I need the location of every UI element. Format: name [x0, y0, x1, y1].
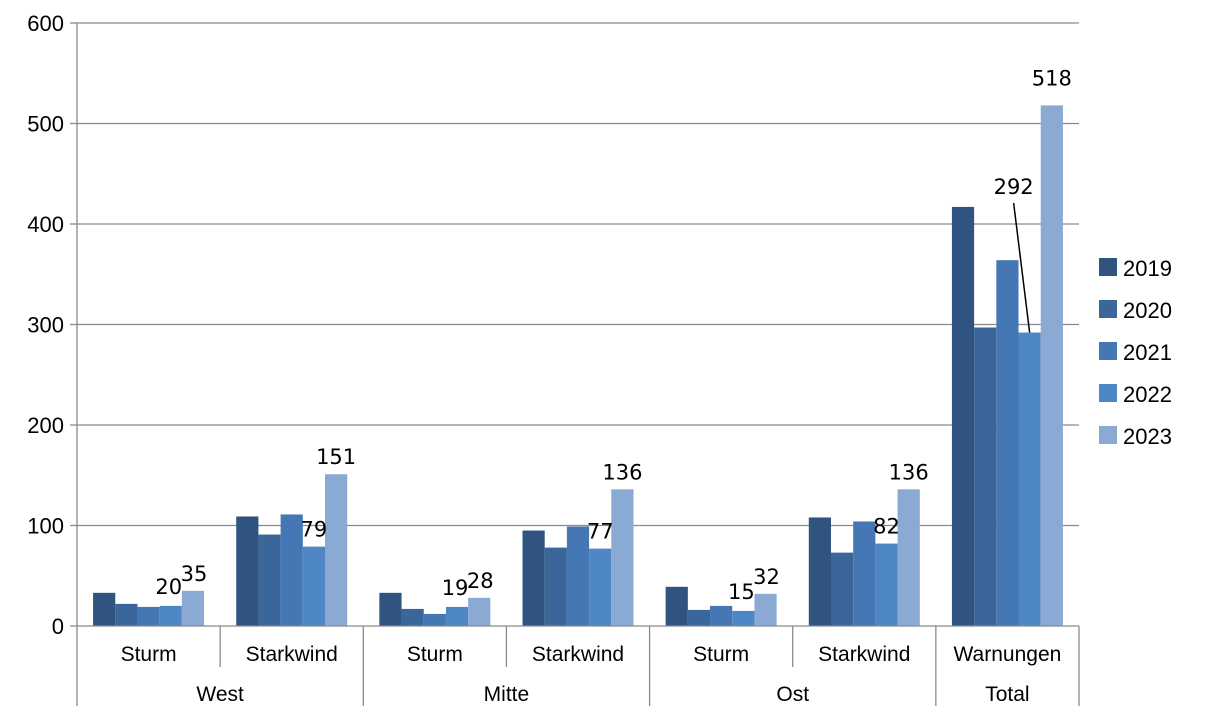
bar-2019-5 [808, 517, 831, 626]
category-label: Sturm [121, 643, 177, 666]
bar-2020-4 [687, 609, 711, 626]
data-label: 292 [994, 175, 1034, 199]
bar-2022-6 [1018, 332, 1041, 626]
bar-2023-4 [754, 593, 777, 626]
bar-2020-0 [115, 603, 138, 626]
bar-2019-1 [236, 516, 259, 626]
group-label: Total [985, 683, 1029, 706]
y-tick-label: 600 [27, 11, 64, 36]
data-label: 35 [181, 562, 208, 586]
bar-2020-2 [401, 608, 424, 626]
bar-2021-5 [853, 521, 876, 626]
bar-2023-1 [325, 474, 348, 626]
data-label: 79 [301, 518, 328, 542]
category-label: Sturm [693, 643, 749, 666]
bar-2023-0 [181, 590, 205, 626]
legend: 2019 2020 2021 2022 2023 [1099, 256, 1172, 449]
data-label: 28 [467, 569, 494, 593]
legend-label: 2023 [1123, 424, 1172, 449]
bar-2022-3 [589, 548, 612, 626]
bar-2021-1 [280, 514, 303, 626]
group-label: Mitte [484, 683, 530, 706]
legend-label: 2021 [1123, 340, 1172, 365]
y-tick-label: 300 [27, 313, 64, 338]
y-tick-label: 500 [27, 112, 64, 137]
legend-swatch [1099, 342, 1117, 360]
bar-2019-6 [951, 206, 975, 627]
bar-2019-4 [665, 586, 688, 626]
bar-2022-5 [875, 543, 898, 626]
legend-swatch [1099, 384, 1117, 402]
bar-2021-3 [566, 526, 590, 626]
legend-swatch [1099, 300, 1117, 318]
data-label: 82 [873, 515, 900, 539]
bar-2023-5 [897, 489, 920, 626]
bars [93, 105, 1063, 627]
bar-2019-3 [522, 530, 545, 626]
data-label: 15 [728, 580, 755, 604]
bar-2022-2 [445, 606, 469, 626]
data-label: 136 [602, 460, 642, 484]
data-label: 20 [155, 575, 182, 599]
category-label: Sturm [407, 643, 463, 666]
category-label: Starkwind [246, 643, 338, 666]
data-label: 19 [442, 576, 469, 600]
group-label: Ost [776, 683, 809, 706]
legend-swatch [1099, 258, 1117, 276]
y-tick-label: 0 [52, 614, 64, 639]
bar-2023-6 [1040, 105, 1063, 626]
data-label: 136 [889, 460, 929, 484]
bar-2019-2 [379, 592, 402, 626]
bar-2023-3 [611, 489, 634, 626]
data-label: 32 [753, 565, 780, 589]
bar-2020-6 [974, 327, 997, 626]
bar-2021-2 [423, 613, 446, 626]
category-label: Warnungen [954, 643, 1062, 666]
bar-2020-1 [258, 534, 281, 626]
bar-2021-0 [137, 606, 160, 626]
y-tick-label: 400 [27, 212, 64, 237]
y-tick-label: 200 [27, 413, 64, 438]
bar-2023-2 [468, 597, 491, 626]
gridlines [77, 22, 1079, 527]
x-axis: Sturm Starkwind Sturm Starkwind Sturm Starkwi… [76, 625, 1080, 706]
data-label: 77 [587, 520, 614, 544]
y-tick-label: 100 [27, 514, 64, 539]
category-label: Starkwind [532, 643, 624, 666]
bar-2020-3 [544, 547, 567, 626]
legend-label: 2022 [1123, 382, 1172, 407]
legend-label: 2019 [1123, 256, 1172, 281]
bar-2022-0 [159, 605, 182, 626]
bar-2021-4 [710, 605, 733, 626]
data-label: 518 [1032, 66, 1072, 90]
data-label: 151 [316, 445, 356, 469]
bar-2021-6 [996, 260, 1019, 626]
bar-2022-1 [302, 546, 326, 626]
leader-line [1012, 202, 1031, 333]
bar-2020-5 [830, 552, 854, 626]
category-label: Starkwind [818, 643, 910, 666]
y-axis: 0 100 200 300 400 500 600 [27, 11, 78, 639]
legend-label: 2020 [1123, 298, 1172, 323]
group-label: West [196, 683, 244, 706]
legend-swatch [1099, 426, 1117, 444]
bar-2019-0 [93, 592, 116, 626]
bar-2022-4 [732, 610, 755, 626]
